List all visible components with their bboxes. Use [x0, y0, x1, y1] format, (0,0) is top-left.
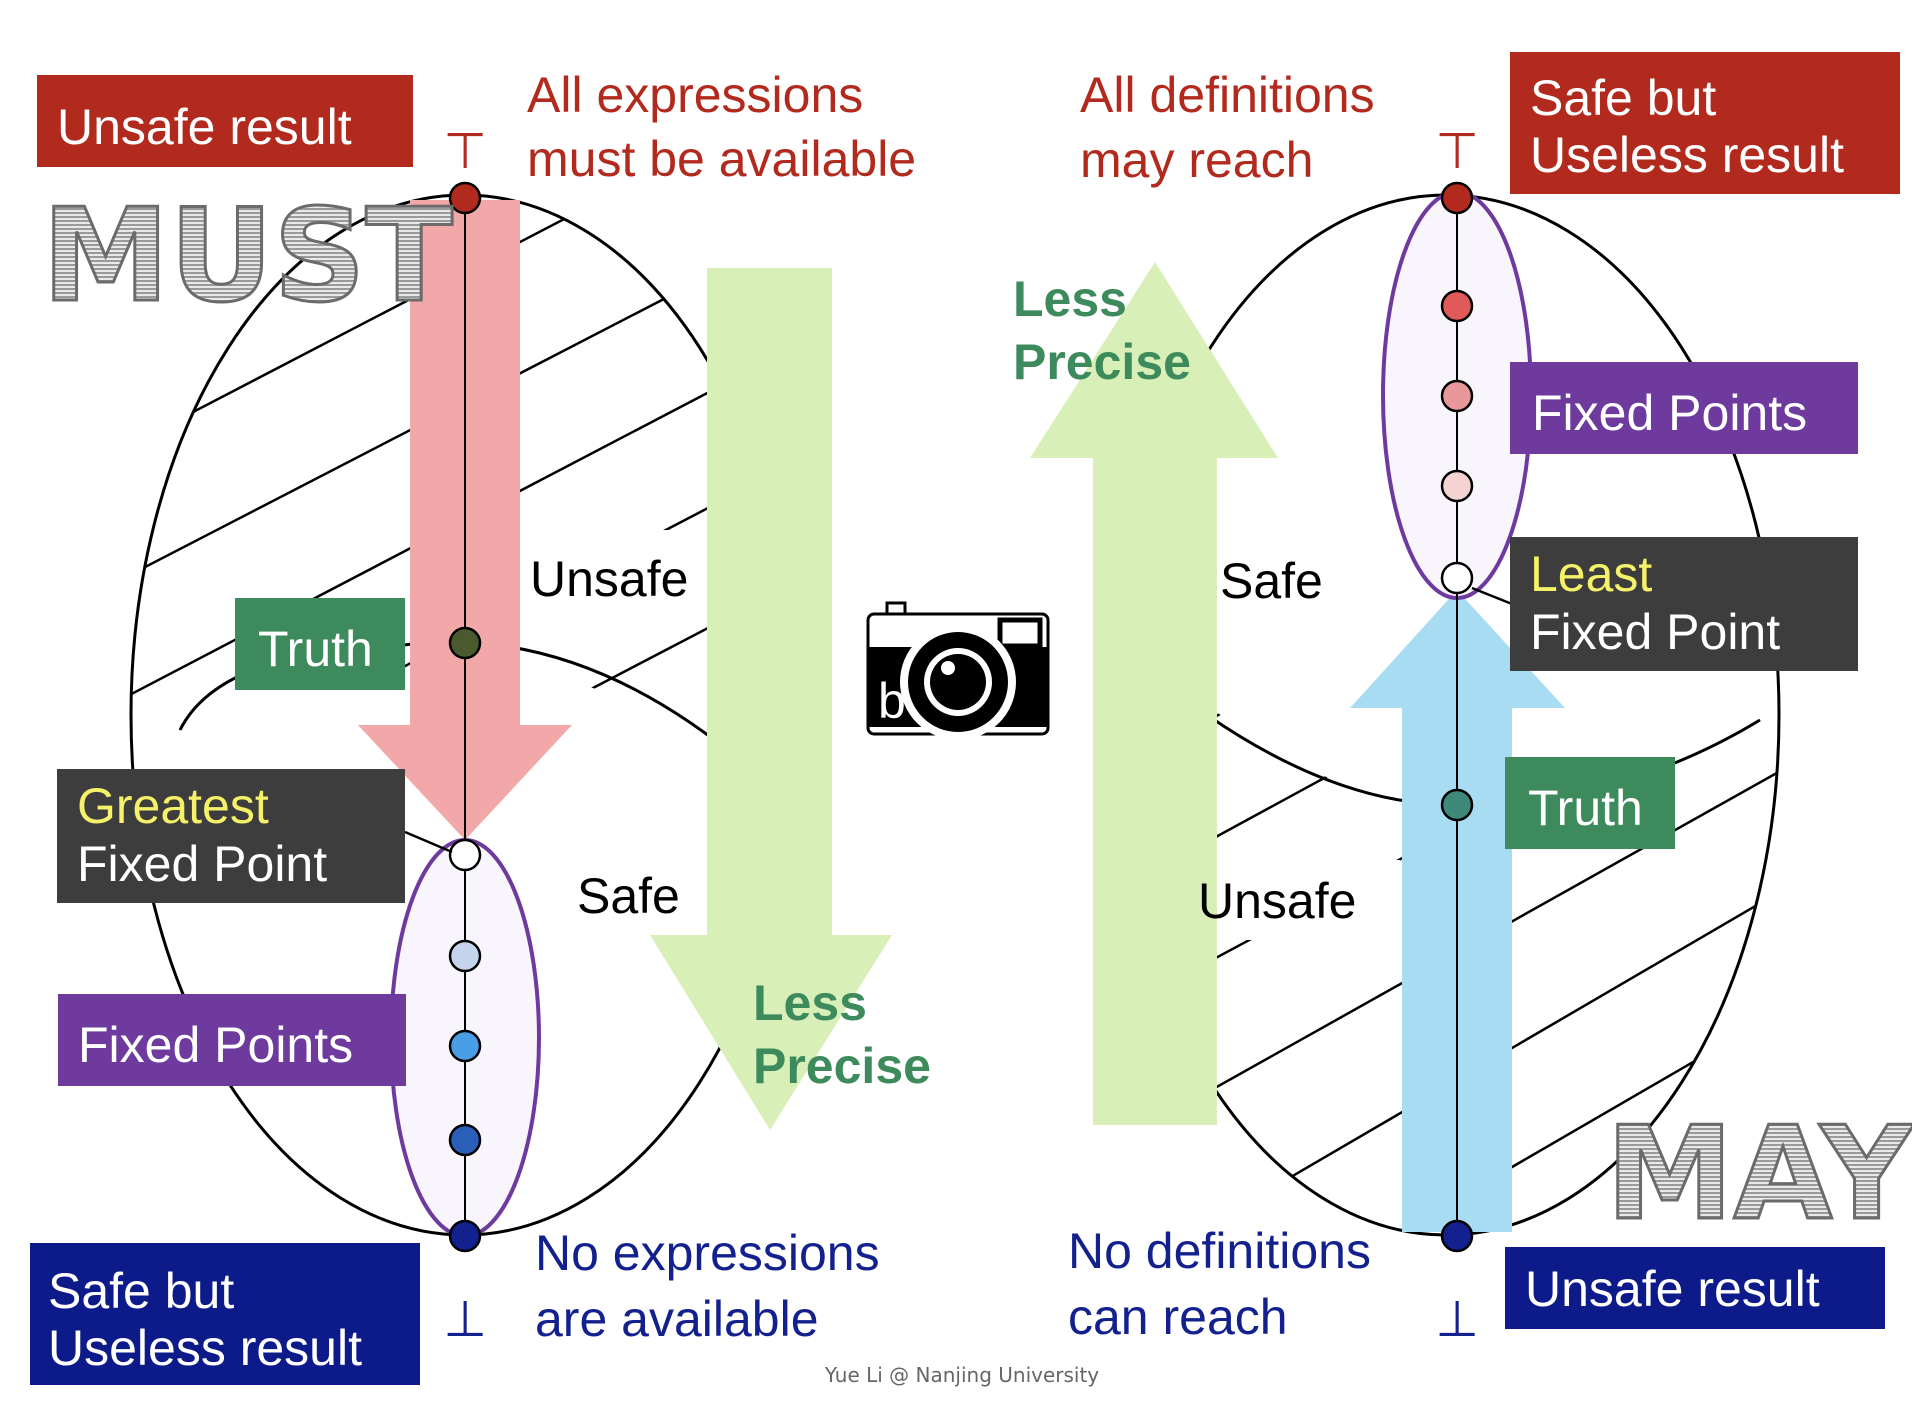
must-bottom-symbol: ⊥: [443, 1291, 487, 1347]
must-green-arrow: [650, 268, 892, 1130]
must-gfp-box: [57, 769, 405, 903]
may-lfp-line1: Least: [1530, 546, 1652, 602]
must-top-point: [448, 181, 482, 215]
may-top-result-box: [1510, 52, 1900, 194]
must-fixed-point-2: [448, 939, 482, 973]
must-bottom-point: [448, 1219, 482, 1253]
must-fixed-point-3: [448, 1029, 482, 1063]
may-bottom-result-box: [1505, 1247, 1885, 1329]
may-watermark: MAY: [1606, 1100, 1912, 1249]
may-panel: ⊤ ⊥ Safe but Useless result All definiti…: [1013, 52, 1912, 1347]
may-bottom-point: [1440, 1219, 1474, 1253]
may-top-result-line2: Useless result: [1530, 127, 1844, 183]
must-bottom-result-line1: Safe but: [48, 1263, 234, 1319]
may-green-arrow: [1030, 262, 1278, 1125]
must-gfp-line1: Greatest: [77, 778, 269, 834]
may-region-safe: Safe: [1220, 553, 1323, 609]
may-top-result-line1: Safe but: [1530, 70, 1716, 126]
must-top-result-label: Unsafe result: [57, 99, 352, 155]
must-fixed-point-4: [448, 1123, 482, 1157]
may-bottom-note-line2: can reach: [1068, 1289, 1288, 1345]
must-fixed-points-label: Fixed Points: [78, 1017, 353, 1073]
must-top-note-line1: All expressions: [527, 67, 863, 123]
must-truth-label: Truth: [258, 621, 373, 677]
must-region-unsafe: Unsafe: [530, 551, 688, 607]
must-watermark: MUST: [42, 182, 453, 331]
may-top-symbol: ⊤: [1435, 123, 1479, 179]
must-top-symbol: ⊤: [443, 123, 487, 179]
may-fixed-point-2: [1440, 379, 1474, 413]
credit-line: Yue Li @ Nanjing University: [824, 1363, 1099, 1387]
may-fixed-points-label: Fixed Points: [1532, 385, 1807, 441]
may-bottom-result-label: Unsafe result: [1525, 1261, 1820, 1317]
may-fixed-point-1: [1440, 289, 1474, 323]
may-region-unsafe: Unsafe: [1198, 873, 1356, 929]
must-less-line1: Less: [753, 975, 867, 1031]
may-top-note-line2: may reach: [1080, 132, 1313, 188]
may-lfp-line2: Fixed Point: [1530, 604, 1780, 660]
may-lfp-box: [1510, 537, 1858, 671]
must-fixed-points-box: [58, 994, 406, 1086]
must-region-safe: Safe: [577, 868, 680, 924]
may-bottom-symbol: ⊥: [1435, 1291, 1479, 1347]
must-greatest-fixed-point: [448, 838, 482, 872]
may-fixed-points-box: [1510, 362, 1858, 454]
may-least-fixed-point: [1440, 561, 1474, 595]
must-bottom-result-line2: Useless result: [48, 1320, 362, 1376]
must-bottom-note-line2: are available: [535, 1291, 819, 1347]
may-fixed-point-3: [1440, 469, 1474, 503]
must-bottom-note-line1: No expressions: [535, 1225, 880, 1281]
must-truth-point: [448, 626, 482, 660]
must-top-result-box: [37, 75, 413, 167]
may-truth-box: [1505, 757, 1675, 849]
must-bottom-result-box: [30, 1243, 420, 1385]
svg-text:b: b: [878, 673, 906, 729]
may-bottom-note-line1: No definitions: [1068, 1223, 1371, 1279]
may-less-line2: Precise: [1013, 334, 1191, 390]
must-truth-box: [235, 598, 405, 690]
must-panel: ⊤ ⊥ MUST Unsafe result All expressions m…: [30, 67, 931, 1385]
may-truth-point: [1440, 788, 1474, 822]
may-top-point: [1440, 181, 1474, 215]
may-truth-label: Truth: [1528, 780, 1643, 836]
must-less-line2: Precise: [753, 1038, 931, 1094]
must-gfp-line2: Fixed Point: [77, 836, 327, 892]
must-top-note-line2: must be available: [527, 131, 916, 187]
may-less-line1: Less: [1013, 271, 1127, 327]
may-top-note-line1: All definitions: [1080, 67, 1375, 123]
camera-icon: b: [866, 601, 1050, 740]
